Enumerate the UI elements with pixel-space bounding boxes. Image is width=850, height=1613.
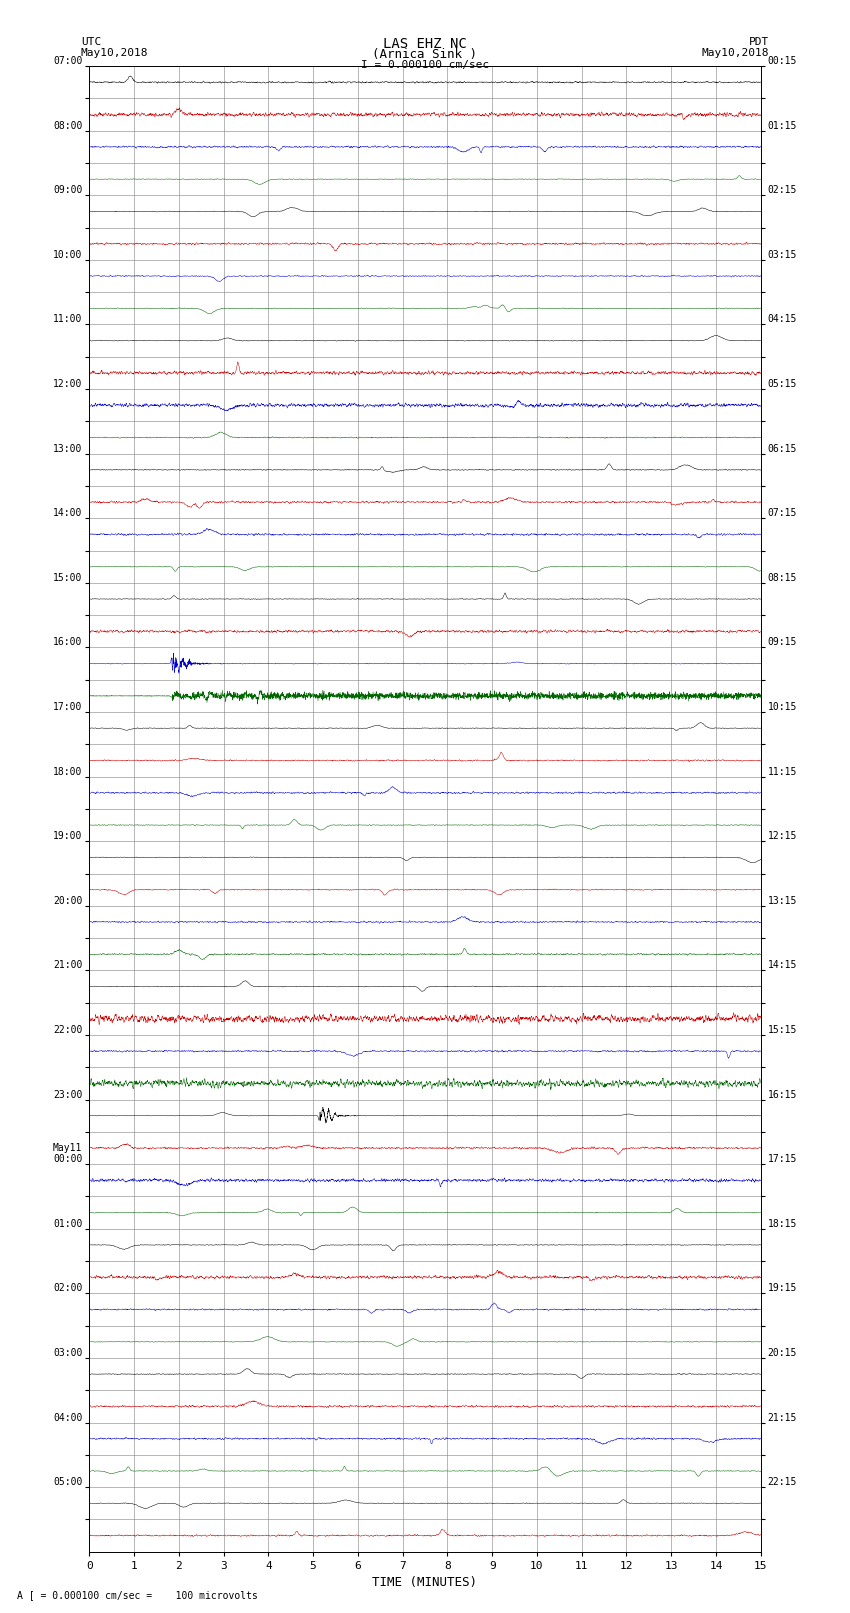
Text: PDT: PDT (749, 37, 769, 47)
Text: I = 0.000100 cm/sec: I = 0.000100 cm/sec (361, 60, 489, 69)
X-axis label: TIME (MINUTES): TIME (MINUTES) (372, 1576, 478, 1589)
Text: A [ = 0.000100 cm/sec =    100 microvolts: A [ = 0.000100 cm/sec = 100 microvolts (17, 1590, 258, 1600)
Text: LAS EHZ NC: LAS EHZ NC (383, 37, 467, 52)
Text: UTC: UTC (81, 37, 101, 47)
Text: (Arnica Sink ): (Arnica Sink ) (372, 48, 478, 61)
Text: May10,2018: May10,2018 (81, 48, 148, 58)
Text: May10,2018: May10,2018 (702, 48, 769, 58)
